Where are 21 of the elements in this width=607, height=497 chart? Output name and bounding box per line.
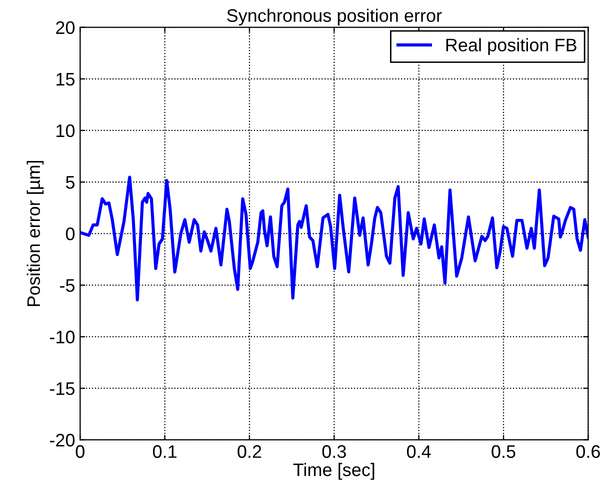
y-axis-title: Position error [µm]: [26, 160, 44, 306]
x-tick-label: 0.5: [492, 445, 516, 458]
x-tick-label: 0.1: [152, 445, 176, 458]
chart-title: Synchronous position error: [227, 8, 442, 26]
y-tick-label: -5: [60, 279, 75, 292]
y-tick-label: 5: [66, 176, 75, 189]
y-tick-label: -10: [50, 330, 75, 344]
y-tick-label: 15: [56, 73, 75, 86]
y-tick-label: -15: [50, 382, 75, 395]
x-tick-label: 0.2: [238, 445, 262, 458]
y-tick-label: 0: [66, 228, 75, 240]
x-tick-label: 0.6: [576, 445, 600, 458]
x-tick-label: 0: [76, 445, 84, 458]
y-tick-label: 10: [56, 124, 75, 138]
x-tick-label: 0.4: [406, 445, 431, 458]
y-tick-label: -20: [50, 434, 75, 447]
x-tick-label: 0.3: [322, 445, 346, 458]
legend-label: Real position FB: [446, 38, 576, 55]
line-series: [80, 176, 588, 302]
x-axis-title: Time [sec]: [293, 462, 374, 480]
y-tick-label: 20: [56, 21, 75, 34]
